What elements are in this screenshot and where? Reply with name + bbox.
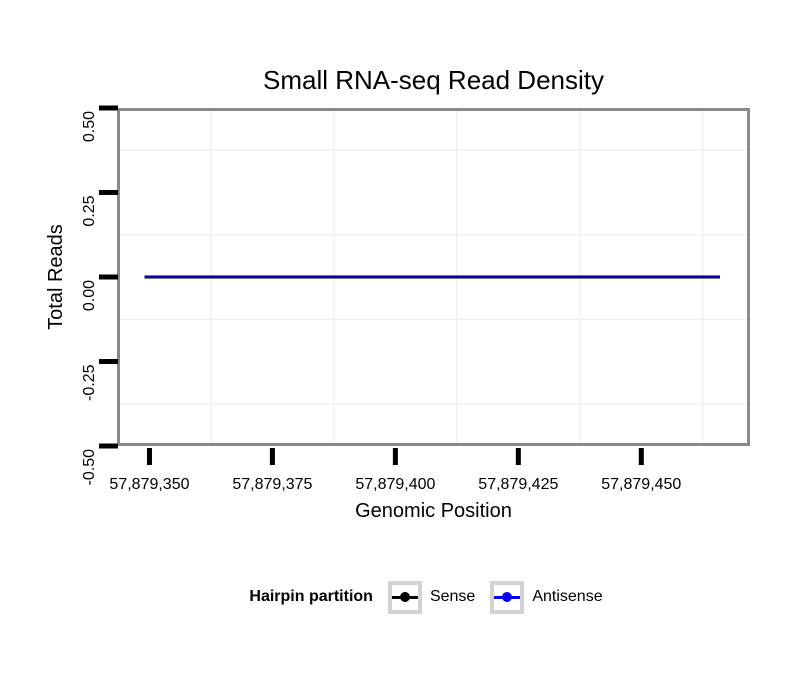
legend: Hairpin partition Sense Antisense (117, 579, 750, 615)
y-tick-label: 0.25 (81, 195, 98, 226)
legend-entry-antisense: Antisense (490, 580, 617, 614)
x-tick-mark (392, 448, 398, 465)
y-tick-label: 0.50 (81, 111, 98, 142)
legend-entry-sense: Sense (387, 580, 490, 614)
x-tick-label: 57,879,425 (478, 476, 558, 493)
x-tick-mark (146, 448, 152, 465)
legend-key-antisense (490, 580, 525, 614)
legend-key-sense (387, 580, 422, 614)
y-tick-mark (99, 105, 118, 111)
x-axis-title: Genomic Position (355, 500, 512, 522)
x-tick-label: 57,879,375 (232, 476, 312, 493)
x-tick-label: 57,879,450 (601, 476, 681, 493)
y-tick-mark (99, 359, 118, 364)
legend-label-antisense: Antisense (532, 588, 603, 605)
y-axis-title: Total Reads (45, 224, 67, 330)
y-tick-label: -0.50 (81, 449, 98, 486)
y-tick-label: -0.25 (81, 364, 98, 401)
antisense-point-icon (502, 592, 513, 602)
x-tick-mark (638, 448, 644, 465)
y-tick-label: 0.00 (81, 280, 98, 311)
y-tick-mark (99, 443, 118, 449)
x-tick-mark (515, 448, 521, 465)
y-tick-mark (99, 274, 118, 280)
sense-point-icon (399, 592, 410, 602)
y-tick-mark (99, 190, 118, 195)
x-tick-label: 57,879,350 (109, 476, 189, 493)
legend-label-sense: Sense (429, 588, 476, 605)
legend-title: Hairpin partition (249, 588, 373, 605)
x-tick-mark (269, 448, 275, 465)
panel-border (117, 108, 750, 446)
plot-title: Small RNA-seq Read Density (262, 65, 604, 95)
x-tick-label: 57,879,400 (355, 476, 435, 493)
